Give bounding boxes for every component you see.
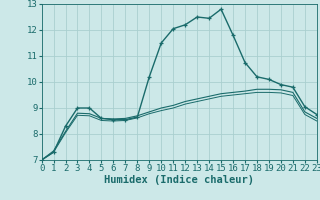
X-axis label: Humidex (Indice chaleur): Humidex (Indice chaleur) [104,175,254,185]
